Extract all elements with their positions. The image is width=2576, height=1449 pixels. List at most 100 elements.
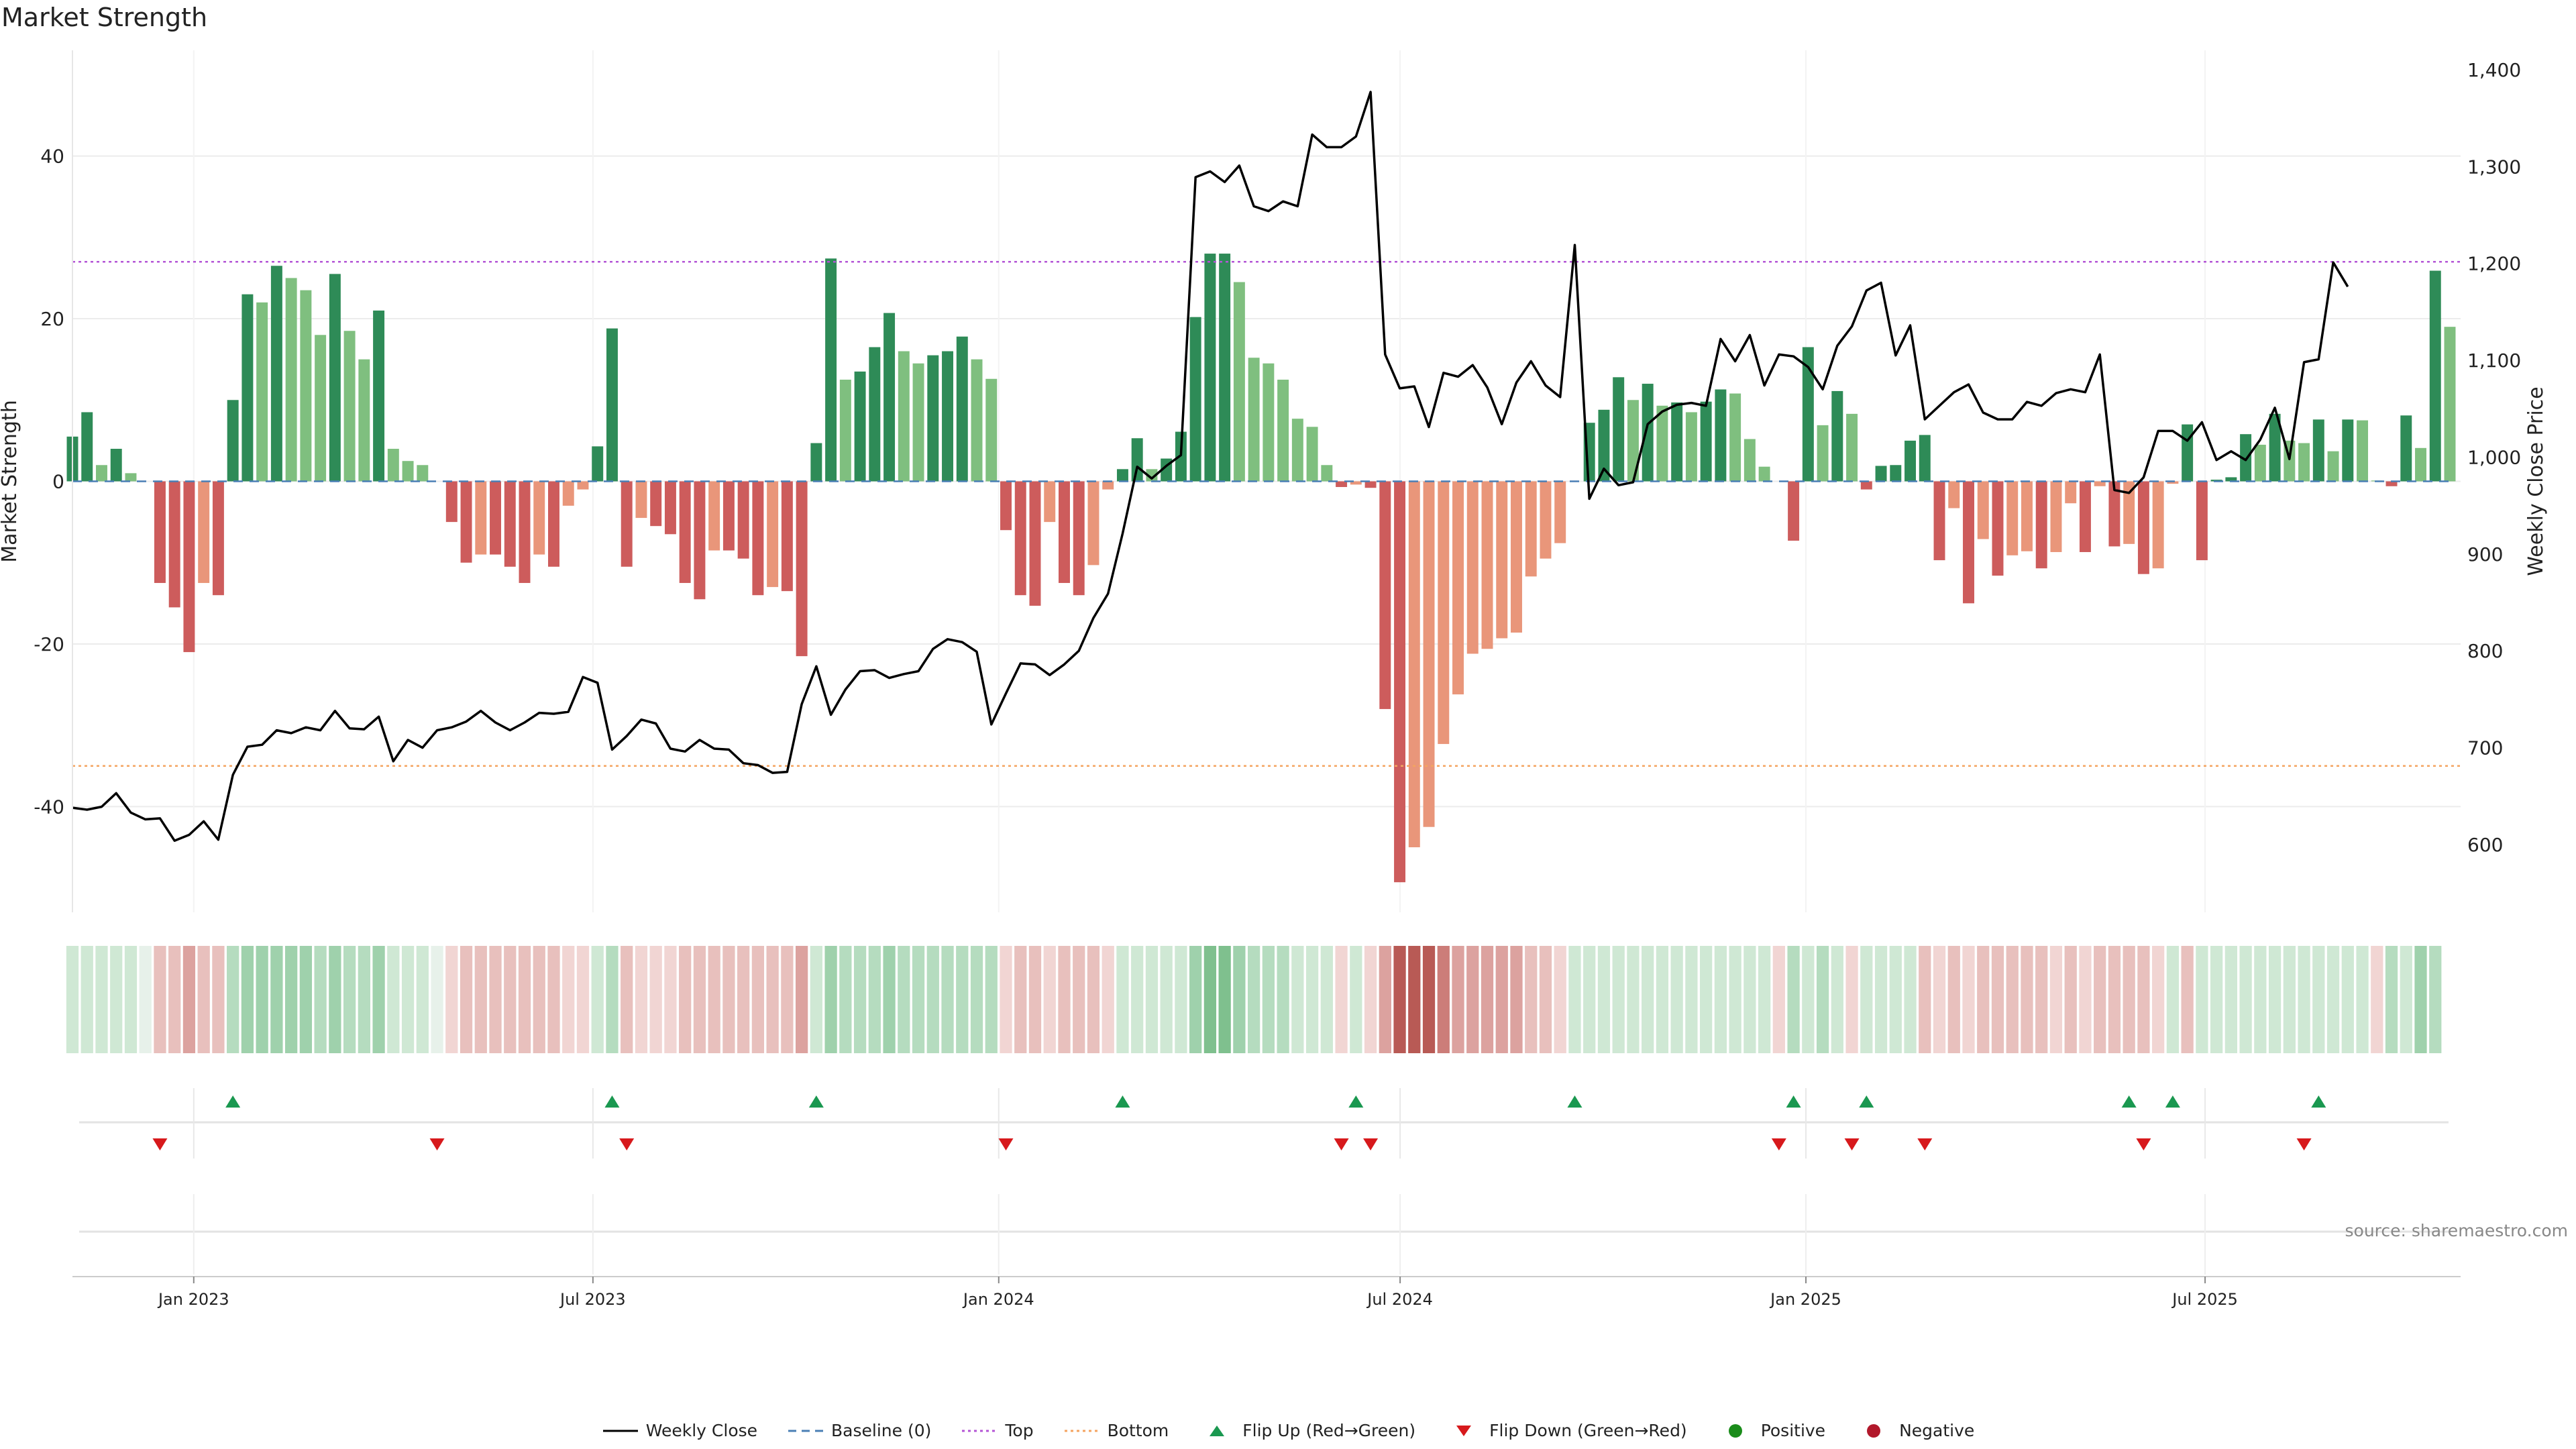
strength-bar [722, 481, 735, 551]
mood-strip [66, 946, 2442, 1053]
mood-strip-cell [2400, 946, 2412, 1053]
mood-strip-cell [2094, 946, 2106, 1053]
flip-down-marker [1917, 1138, 1933, 1150]
mood-strip-cell [2196, 946, 2208, 1053]
strength-bar [621, 481, 633, 567]
mood-strip-cell [621, 946, 633, 1053]
mood-strip-cell [1043, 946, 1056, 1053]
mood-strip-cell [1831, 946, 1843, 1053]
strength-bar [2094, 481, 2106, 486]
legend-label: Bottom [1107, 1421, 1169, 1440]
mood-strip-cell [853, 946, 867, 1053]
mood-strip-cell [227, 946, 239, 1053]
mood-strip-cell [1597, 946, 1611, 1053]
legend-item: Bottom [1063, 1421, 1169, 1440]
y2-axis-title: Weekly Close Price [2524, 386, 2548, 576]
strength-bar [1802, 347, 1814, 482]
strength-bar [2225, 477, 2237, 482]
y-tick-label: 0 [52, 471, 64, 493]
strength-bar [1481, 481, 1493, 649]
mood-strip-cell [256, 946, 268, 1053]
y-axis-title: Market Strength [0, 400, 21, 562]
strength-bar [1890, 465, 1902, 482]
weekly-close-line [72, 91, 2349, 842]
mood-strip-cell [2021, 946, 2033, 1053]
strength-bar [1860, 481, 1872, 490]
mood-strip-cell [883, 946, 896, 1053]
flip-panel: Jan 2023 Jul 2023 Jan 2024 Jul 2024 Jan 2025… [72, 1088, 2461, 1309]
mood-strip-cell [1627, 946, 1640, 1053]
strength-bar [2006, 481, 2019, 555]
mood-strip-cell [1247, 946, 1260, 1053]
strength-bar [1364, 481, 1377, 488]
strength-bar [1336, 481, 1348, 487]
mood-strip-cell [2298, 946, 2310, 1053]
mood-strip-cell [1277, 946, 1289, 1053]
y2-tick-label: 700 [2467, 737, 2503, 759]
flip-down-marker [1363, 1138, 1379, 1150]
mood-strip-cell [693, 946, 706, 1053]
flip-down-marker [2296, 1138, 2312, 1150]
mood-strip-cell [1729, 946, 1741, 1053]
mood-strip-cell [533, 946, 545, 1053]
mood-strip-cell [66, 946, 79, 1053]
mood-strip-cell [2210, 946, 2223, 1053]
mood-strip-cell [2414, 946, 2427, 1053]
strength-bar [343, 331, 356, 482]
legend-item: Weekly Close [602, 1421, 757, 1440]
x-tick-label: Jan 2025 [1769, 1290, 1841, 1309]
mood-strip-cell [154, 946, 166, 1053]
strength-bar [168, 481, 180, 608]
mood-strip-cell [1933, 946, 1946, 1053]
mood-strip-cell [431, 946, 443, 1053]
strength-bar [1277, 379, 1289, 482]
strength-bar [300, 290, 312, 482]
legend-item: Baseline (0) [787, 1421, 931, 1440]
strength-bar [1116, 469, 1128, 482]
flip-up-marker [1859, 1095, 1874, 1108]
mood-strip-cell [197, 946, 210, 1053]
mood-strip-cell [1000, 946, 1012, 1053]
mood-strip-cell [2371, 946, 2383, 1053]
mood-strip-cell [985, 946, 998, 1053]
mood-strip-cell [2429, 946, 2442, 1053]
mood-strip-cell [1685, 946, 1698, 1053]
mood-strip-cell [635, 946, 648, 1053]
mood-strip-cell [2181, 946, 2194, 1053]
circle-icon [1728, 1424, 1742, 1438]
y-tick-label: 20 [40, 308, 64, 330]
y2-tick-label: 800 [2467, 640, 2503, 662]
strength-bar [445, 481, 458, 523]
strength-bar [2385, 481, 2398, 486]
mood-strip-cell [489, 946, 502, 1053]
strength-bar [2429, 270, 2441, 482]
strength-bar [1627, 400, 1639, 482]
strength-bar [1263, 363, 1275, 482]
strength-bar [2415, 447, 2426, 482]
mood-strip-cell [212, 946, 225, 1053]
strength-bar [1044, 481, 1056, 523]
x-tick-label: Jul 2023 [559, 1290, 626, 1309]
legend-label: Negative [1899, 1421, 1975, 1440]
flip-up-marker [808, 1095, 824, 1108]
mood-strip-cell [1087, 946, 1100, 1053]
strength-bar [285, 278, 297, 482]
mood-strip-cell [1802, 946, 1815, 1053]
mood-strip-cell [1525, 946, 1538, 1053]
mood-strip-cell [1014, 946, 1027, 1053]
strength-bar [912, 363, 924, 482]
mood-strip-cell [1816, 946, 1829, 1053]
strength-bar [1743, 439, 1756, 482]
strength-bar [1131, 438, 1143, 482]
strength-bars [66, 254, 2456, 883]
strength-bar [96, 465, 107, 482]
strength-bar [1073, 481, 1085, 596]
strength-bar [1189, 317, 1201, 482]
flip-up-marker [604, 1095, 620, 1108]
mood-strip-cell [1860, 946, 1873, 1053]
mood-strip-cell [795, 946, 808, 1053]
legend-item: Flip Down (Green→Red) [1445, 1421, 1687, 1440]
mood-strip-cell [1175, 946, 1187, 1053]
mood-strip-cell [1466, 946, 1479, 1053]
mood-strip-cell [2108, 946, 2121, 1053]
